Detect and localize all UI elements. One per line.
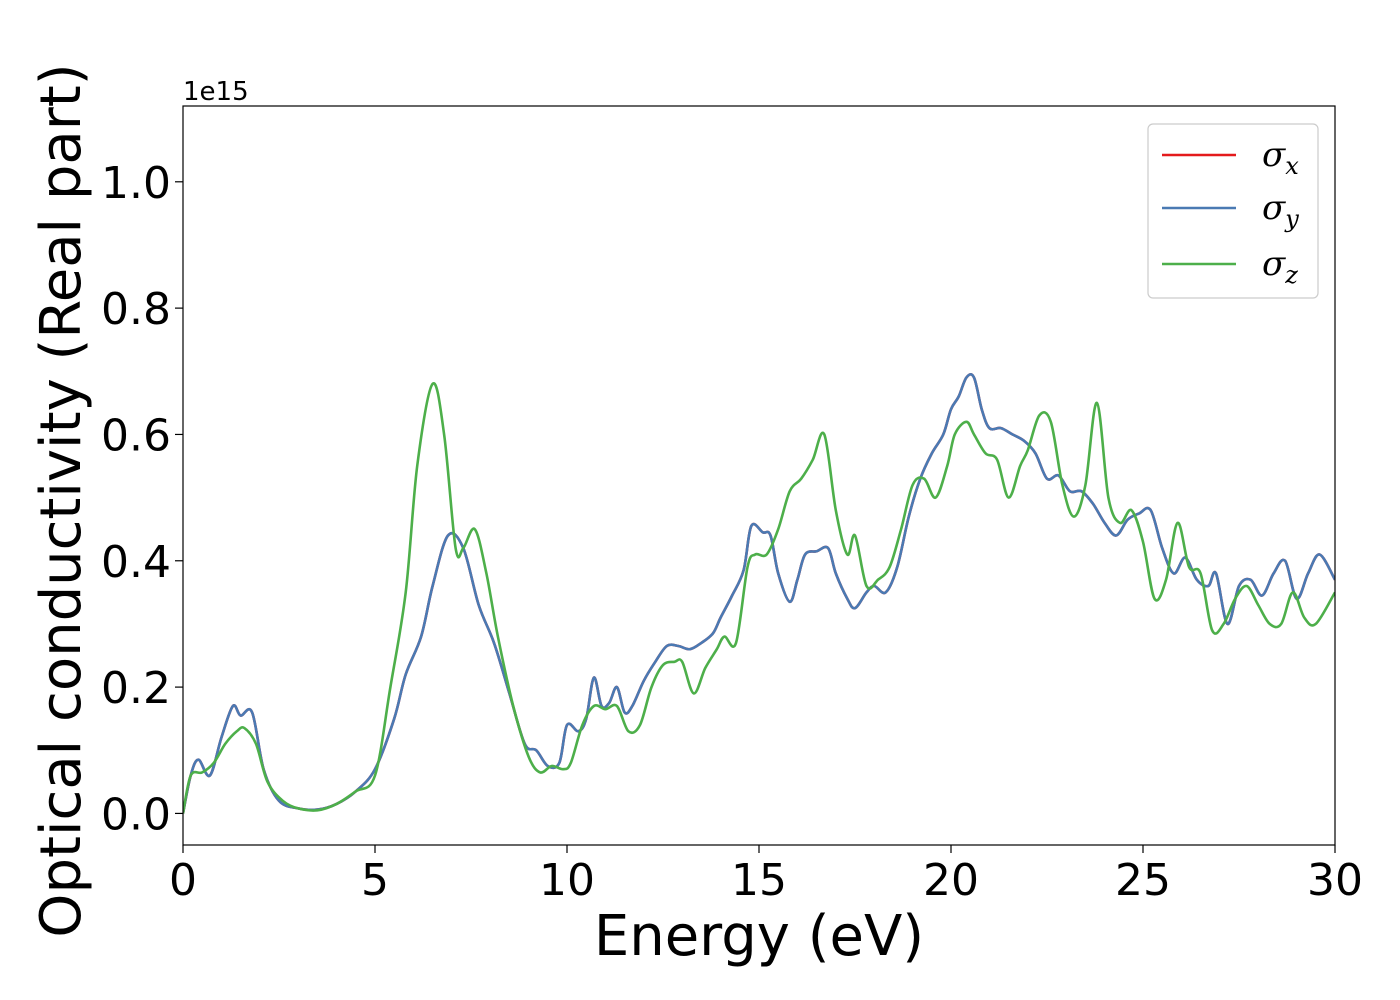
x-tick-label: 20 [923, 855, 979, 906]
x-tick-label: 5 [361, 855, 389, 906]
x-tick-label: 25 [1115, 855, 1171, 906]
legend: σx σy σz [1147, 123, 1319, 299]
series-layer [183, 373, 1335, 814]
legend-label-sigma-x: σx [1262, 135, 1299, 180]
series-line-sigma-z [183, 382, 1335, 814]
x-tick-label: 15 [731, 855, 787, 906]
y-offset-text: 1e15 [183, 77, 249, 107]
x-axis-label: Energy (eV) [594, 904, 924, 969]
legend-label-sigma-y: σy [1262, 188, 1299, 233]
series-line-sigma-y [183, 373, 1335, 814]
y-axis-label: Optical conductivity (Real part) [29, 63, 94, 937]
y-tick-label: 0.0 [101, 789, 171, 840]
y-tick-label: 0.6 [101, 410, 171, 461]
y-tick-label: 0.2 [101, 663, 171, 714]
x-tick-label: 0 [169, 855, 197, 906]
y-axis-ticks: 0.0 0.2 0.4 0.6 0.8 1.0 [101, 158, 183, 840]
y-tick-label: 1.0 [101, 158, 171, 209]
y-tick-label: 0.8 [101, 284, 171, 335]
y-tick-label: 0.4 [101, 537, 171, 588]
x-tick-label: 30 [1307, 855, 1363, 906]
legend-label-sigma-z: σz [1262, 244, 1298, 289]
legend-box [1147, 123, 1319, 299]
x-tick-label: 10 [539, 855, 595, 906]
x-axis-ticks: 0 5 10 15 20 25 30 [169, 845, 1363, 906]
